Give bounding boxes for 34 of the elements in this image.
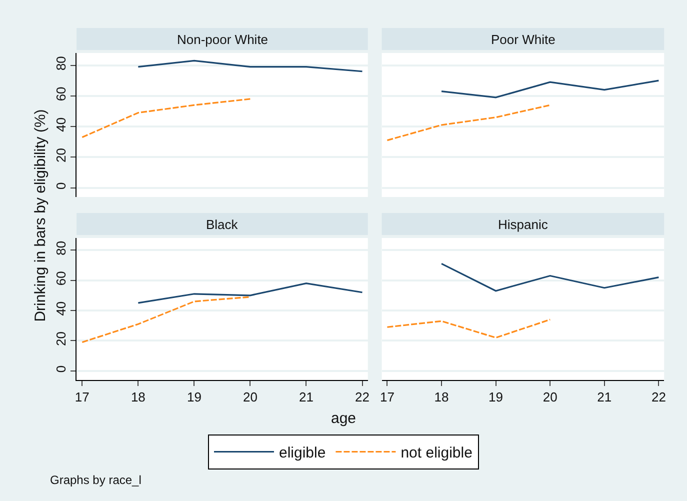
x-tick-label: 19 bbox=[488, 390, 504, 405]
x-tick-label: 17 bbox=[74, 390, 90, 405]
legend-label: not eligible bbox=[400, 444, 472, 462]
y-tick-label: 20 bbox=[53, 332, 68, 346]
x-tick-label: 22 bbox=[355, 390, 370, 405]
y-tick-label: 40 bbox=[53, 301, 68, 316]
text: Graphs by race_l bbox=[50, 473, 142, 487]
y-tick-label: 0 bbox=[53, 182, 68, 190]
chart-title: Poor White bbox=[491, 32, 556, 47]
line-series bbox=[137, 282, 364, 304]
x-tick-label: 18 bbox=[434, 390, 449, 405]
chart-title: Non-poor White bbox=[177, 32, 268, 47]
y-tick-label: 60 bbox=[53, 271, 68, 286]
line-series bbox=[81, 296, 252, 344]
x-tick-label: 21 bbox=[299, 390, 314, 405]
line-series bbox=[81, 98, 252, 138]
x-tick-label: 22 bbox=[651, 390, 666, 405]
y-axis-title: Drinking in bars by eligibility (%) bbox=[32, 109, 49, 322]
y-tick-label: 80 bbox=[53, 240, 68, 256]
x-tick-label: 18 bbox=[130, 390, 146, 405]
x-tick-label: 21 bbox=[597, 390, 612, 405]
y-tick-label: 0 bbox=[53, 365, 68, 373]
chart-title: Black bbox=[206, 217, 238, 232]
chart-title: Hispanic bbox=[498, 217, 548, 232]
y-tick-label: 20 bbox=[53, 148, 68, 162]
x-tick-label: 17 bbox=[380, 390, 394, 405]
x-tick-label: 20 bbox=[242, 390, 258, 405]
y-tick-label: 80 bbox=[53, 56, 68, 71]
legend-label: eligible bbox=[279, 444, 326, 462]
x-tick-label: 20 bbox=[542, 390, 558, 405]
x-axis-title: age bbox=[331, 410, 356, 427]
y-tick-label: 60 bbox=[53, 86, 68, 102]
x-tick-label: 19 bbox=[186, 390, 202, 405]
y-tick-label: 40 bbox=[53, 117, 68, 132]
